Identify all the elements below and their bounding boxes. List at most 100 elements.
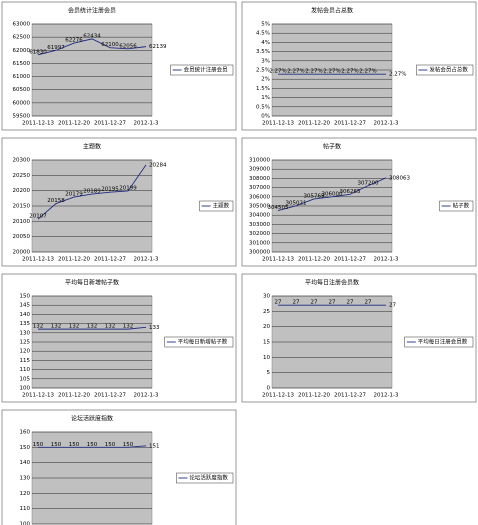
y-tick-label: 5% — [261, 22, 270, 28]
data-label: 305021 — [286, 200, 307, 206]
data-label: 132 — [33, 324, 44, 330]
y-tick-label: 304000 — [249, 213, 270, 219]
legend-box — [404, 336, 474, 348]
y-tick-label: 20250 — [13, 173, 31, 179]
y-tick-label: 306000 — [249, 194, 270, 200]
x-tick-label: 2011-12-20 — [298, 257, 330, 263]
legend-label: 会员统计注册会员 — [184, 66, 229, 74]
legend-box — [170, 64, 234, 76]
data-line — [277, 177, 387, 211]
y-tick-label: 100 — [20, 522, 31, 525]
data-label: 27 — [365, 300, 372, 306]
x-tick-label: 2011-12-13 — [262, 393, 294, 399]
data-label: 62056 — [119, 43, 137, 49]
data-label: 133 — [149, 325, 160, 331]
data-label: 150 — [51, 442, 62, 448]
y-tick-label: 140 — [20, 312, 31, 318]
x-tick-label: 2011-12-13 — [262, 257, 294, 263]
data-label: 307200 — [358, 180, 379, 186]
legend-box — [439, 200, 474, 212]
y-tick-label: 60000 — [13, 100, 31, 106]
y-tick-label: 301000 — [249, 240, 270, 246]
y-tick-label: 20050 — [13, 234, 31, 240]
y-tick-label: 135 — [20, 321, 31, 327]
data-label: 306265 — [340, 189, 361, 195]
y-tick-label: 30 — [263, 294, 270, 300]
y-tick-label: 310000 — [249, 158, 270, 164]
data-label: 2.27% — [287, 69, 304, 75]
x-tick-label: 2011-12-20 — [58, 257, 90, 263]
y-tick-label: 140 — [20, 460, 31, 466]
x-tick-label: 2011-12-20 — [58, 393, 90, 399]
x-tick-label: 2011-12-13 — [22, 121, 54, 127]
data-label: 132 — [51, 324, 62, 330]
data-label: 132 — [87, 324, 98, 330]
data-label: 62276 — [65, 38, 83, 44]
y-tick-label: 20 — [263, 324, 270, 330]
y-tick-label: 303000 — [249, 222, 270, 228]
data-label: 20189 — [83, 189, 101, 195]
y-tick-label: 3.5% — [256, 49, 270, 55]
y-tick-label: 125 — [20, 340, 31, 346]
x-tick-label: 2012-1-3 — [134, 257, 159, 263]
x-tick-label: 2011-12-13 — [22, 257, 54, 263]
y-tick-label: 0% — [261, 114, 270, 120]
data-label: 2.27% — [305, 69, 322, 75]
y-tick-label: 130 — [20, 476, 31, 482]
data-label: 61997 — [47, 45, 65, 51]
y-tick-label: 63000 — [13, 22, 31, 28]
data-label: 62434 — [83, 33, 101, 39]
data-label: 62100 — [101, 42, 119, 48]
data-label: 2.27% — [359, 69, 376, 75]
x-tick-label: 2012-1-3 — [374, 121, 399, 127]
y-tick-label: 20200 — [13, 188, 31, 194]
data-label: 150 — [33, 442, 44, 448]
data-label: 132 — [69, 324, 80, 330]
chart-title: 平均每日注册会员数 — [305, 279, 359, 287]
data-label: 20107 — [29, 214, 47, 220]
y-tick-label: 130 — [20, 330, 31, 336]
y-tick-label: 100 — [20, 386, 31, 392]
y-tick-label: 300000 — [249, 250, 270, 256]
y-tick-label: 20150 — [13, 204, 31, 210]
data-label: 151 — [149, 443, 160, 449]
data-line — [37, 38, 147, 56]
legend-label: 发帖会员占总数 — [429, 66, 468, 74]
data-label: 150 — [123, 442, 134, 448]
y-tick-label: 3% — [261, 58, 270, 64]
x-tick-label: 2011-12-13 — [22, 393, 54, 399]
x-tick-label: 2011-12-20 — [58, 121, 90, 127]
data-label: 150 — [87, 442, 98, 448]
legend-label: 平均每日新增帖子数 — [178, 338, 228, 346]
data-label: 27 — [347, 300, 354, 306]
data-label: 20199 — [119, 185, 137, 191]
y-tick-label: 145 — [20, 303, 31, 309]
y-tick-label: 0.5% — [256, 104, 270, 110]
data-line — [37, 164, 147, 220]
y-tick-label: 62500 — [13, 35, 31, 41]
y-tick-label: 61000 — [13, 74, 31, 80]
x-tick-label: 2011-12-20 — [298, 121, 330, 127]
data-label: 132 — [105, 324, 116, 330]
y-tick-label: 308000 — [249, 176, 270, 182]
data-label: 27 — [329, 300, 336, 306]
y-tick-label: 307000 — [249, 185, 270, 191]
x-tick-label: 2012-1-3 — [134, 393, 159, 399]
x-tick-label: 2012-1-3 — [134, 121, 159, 127]
y-tick-label: 115 — [20, 358, 31, 364]
data-label: 20179 — [65, 192, 83, 198]
data-label: 306000 — [322, 191, 343, 197]
x-tick-label: 2011-12-20 — [298, 393, 330, 399]
data-label: 2.27% — [389, 72, 406, 78]
y-tick-label: 60500 — [13, 87, 31, 93]
y-tick-label: 110 — [20, 506, 31, 512]
chart-title: 平均每日新增帖子数 — [65, 279, 119, 287]
y-tick-label: 15 — [263, 340, 270, 346]
y-tick-label: 10 — [263, 355, 270, 361]
y-tick-label: 1.5% — [256, 86, 270, 92]
data-label: 150 — [69, 442, 80, 448]
y-tick-label: 2% — [261, 77, 270, 83]
y-tick-label: 150 — [20, 294, 31, 300]
y-tick-label: 62000 — [13, 48, 31, 54]
y-tick-label: 20000 — [13, 250, 31, 256]
